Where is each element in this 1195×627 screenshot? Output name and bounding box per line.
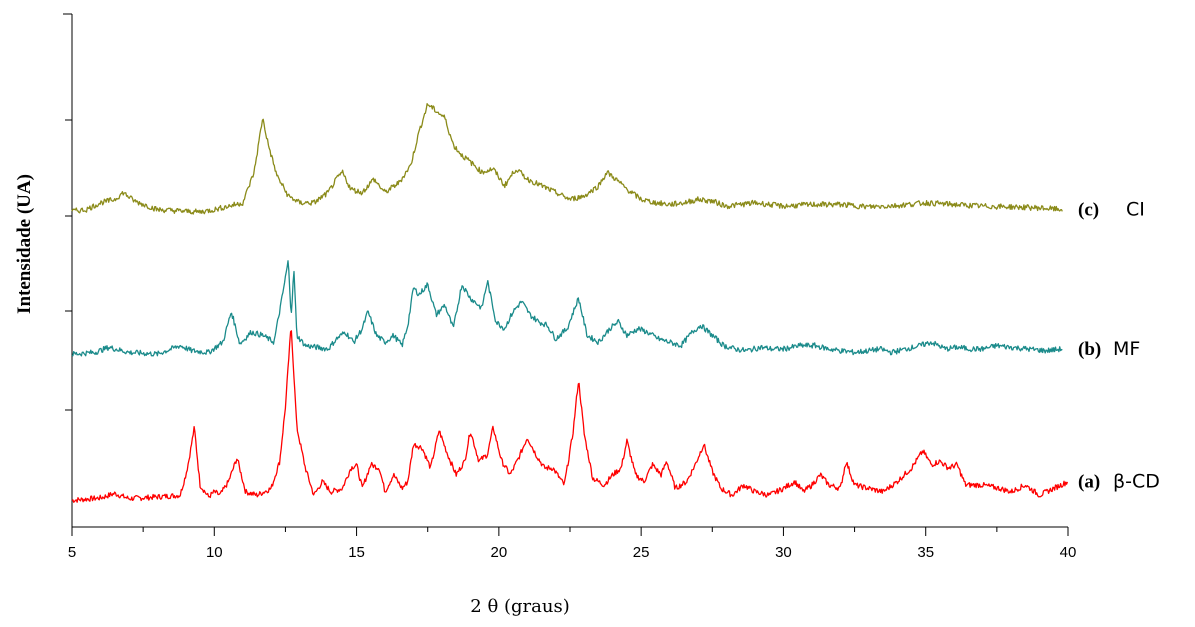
- x-tick-label: 30: [775, 544, 792, 561]
- x-tick-label: 40: [1060, 544, 1077, 561]
- x-tick-label: 10: [206, 544, 223, 561]
- series-name: MF: [1113, 338, 1140, 360]
- x-tick-label: 25: [633, 544, 650, 561]
- x-tick-label: 20: [491, 544, 508, 561]
- x-ticks: 5 10 15 20 25 30 35 40: [68, 527, 1077, 561]
- series-labels: (a) β-CD (b) MF (c) CI: [1078, 199, 1160, 493]
- x-tick-label: 15: [348, 544, 365, 561]
- series-tag: (c): [1078, 200, 1099, 221]
- series-name: CI: [1126, 199, 1145, 221]
- traces: [71, 103, 1069, 503]
- y-axis: [63, 13, 73, 527]
- x-tick-label: 35: [917, 544, 934, 561]
- series-tag: (a): [1078, 472, 1100, 493]
- x-tick-label: 5: [68, 544, 76, 561]
- series-beta-cd-line: [71, 330, 1069, 503]
- series-ci-line: [71, 103, 1063, 215]
- y-axis-title: Intensidade (UA): [14, 174, 35, 314]
- series-name: β-CD: [1113, 471, 1160, 493]
- x-axis-title: 2 θ (graus): [470, 596, 569, 617]
- series-mf-line: [71, 260, 1063, 357]
- series-tag: (b): [1078, 339, 1101, 360]
